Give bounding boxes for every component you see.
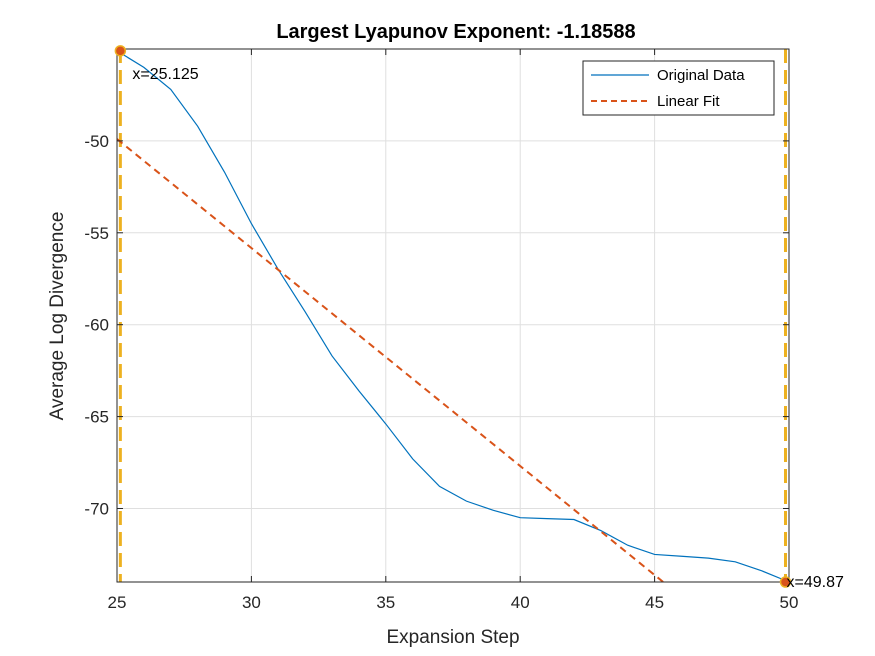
y-tick-label: -50 bbox=[84, 132, 109, 151]
x-tick-label: 40 bbox=[511, 593, 530, 612]
y-tick-label: -60 bbox=[84, 316, 109, 335]
y-tick-label: -65 bbox=[84, 408, 109, 427]
y-axis-label: Average Log Divergence bbox=[47, 212, 68, 421]
grid-lines bbox=[116, 49, 790, 582]
plot-area bbox=[117, 49, 789, 582]
axis-ticks: 25 30 35 40 45 50 -50 -55 -60 -65 -70 bbox=[84, 49, 798, 612]
series-line-original-data bbox=[116, 50, 790, 583]
x-tick-label: 35 bbox=[376, 593, 395, 612]
x-tick-label: 30 bbox=[242, 593, 261, 612]
series-line-linear-fit bbox=[117, 138, 665, 582]
x-tick-label: 25 bbox=[108, 593, 127, 612]
legend: Original Data Linear Fit bbox=[582, 60, 775, 116]
x-tick-label: 50 bbox=[780, 593, 799, 612]
data-markers bbox=[114, 45, 792, 588]
annotation-start: x=25.125 bbox=[132, 66, 198, 83]
annotations: x=25.125 x=49.87 bbox=[132, 66, 844, 591]
axes-box bbox=[116, 48, 790, 583]
y-tick-label: -55 bbox=[84, 224, 109, 243]
x-axis-label: Expansion Step bbox=[386, 627, 519, 648]
threshold-lines bbox=[118, 49, 788, 582]
chart-title: Largest Lyapunov Exponent: -1.18588 bbox=[276, 21, 635, 43]
y-tick-label: -70 bbox=[84, 499, 109, 518]
legend-box bbox=[582, 60, 775, 116]
annotation-end: x=49.87 bbox=[787, 574, 844, 591]
endpoint-marker bbox=[114, 45, 127, 57]
endpoint-marker bbox=[779, 576, 792, 588]
x-tick-label: 45 bbox=[645, 593, 664, 612]
legend-label-fit: Linear Fit bbox=[657, 93, 720, 110]
legend-label-original: Original Data bbox=[657, 67, 745, 84]
data-series bbox=[116, 50, 790, 583]
